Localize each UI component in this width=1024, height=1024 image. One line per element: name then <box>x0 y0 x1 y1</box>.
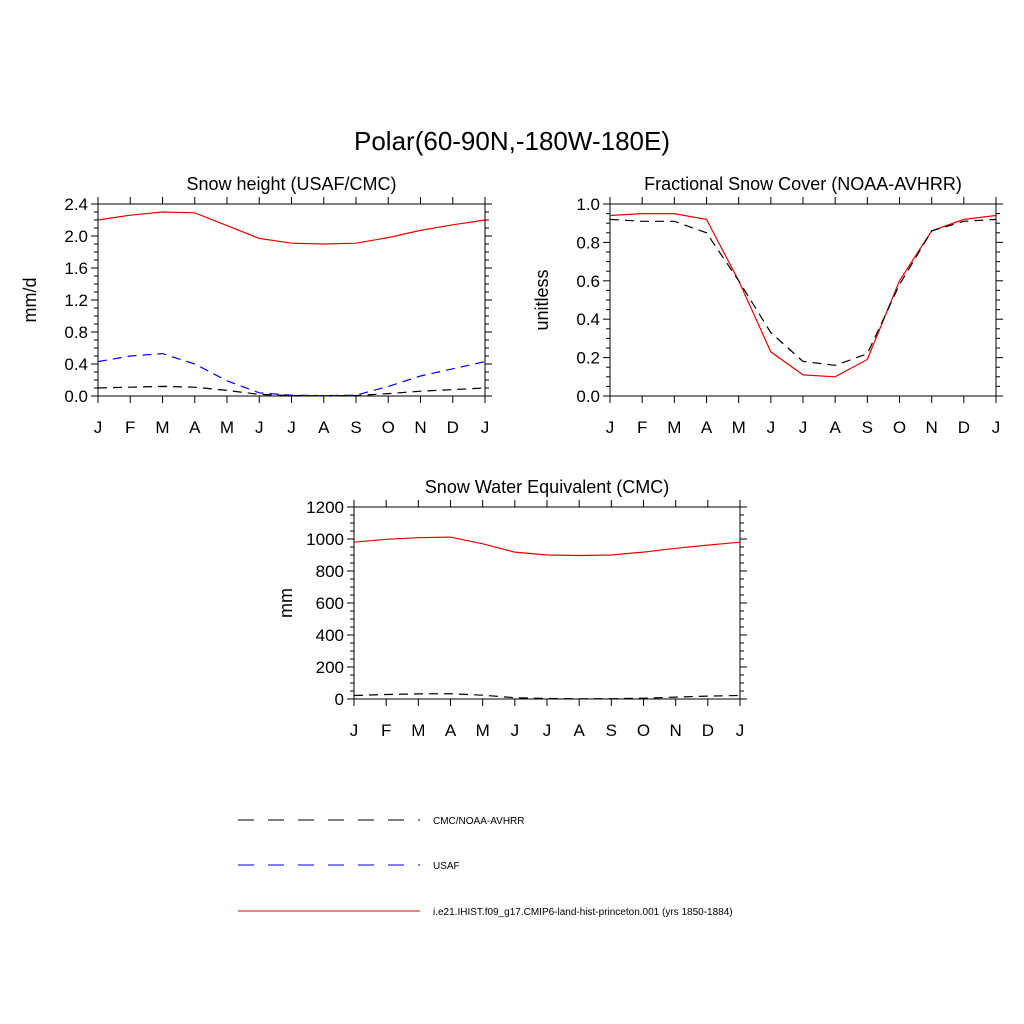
x-tick-label: A <box>445 721 457 740</box>
x-tick-label: J <box>543 721 552 740</box>
series-line-2 <box>97 385 486 397</box>
x-tick-label: D <box>958 418 970 437</box>
y-tick-label: 0.8 <box>64 323 88 342</box>
panel-title: Fractional Snow Cover (NOAA-AVHRR) <box>644 174 962 194</box>
x-tick-label: M <box>220 418 234 437</box>
x-tick-label: J <box>287 418 296 437</box>
x-tick-label: F <box>125 418 135 437</box>
x-tick-label: O <box>382 418 395 437</box>
series-line-0 <box>353 536 741 557</box>
x-tick-label: J <box>767 418 776 437</box>
y-tick-label: 0.0 <box>576 387 600 406</box>
x-tick-label: J <box>992 418 1001 437</box>
x-tick-label: A <box>829 418 841 437</box>
y-tick-label: 0.4 <box>64 355 88 374</box>
y-tick-label: 400 <box>316 626 344 645</box>
x-tick-label: O <box>893 418 906 437</box>
legend-label: USAF <box>433 861 460 872</box>
y-tick-label: 1000 <box>306 530 344 549</box>
x-tick-label: J <box>511 721 520 740</box>
y-axis-label: unitless <box>532 269 552 330</box>
x-tick-label: A <box>701 418 713 437</box>
legend-item-model: i.e21.IHIST.f09_g17.CMIP6-land-hist-prin… <box>238 907 733 918</box>
x-tick-label: N <box>414 418 426 437</box>
series-line-0 <box>97 211 486 245</box>
x-tick-label: J <box>799 418 808 437</box>
legend: CMC/NOAA-AVHRR USAF i.e21.IHIST.f09_g17.… <box>238 816 733 918</box>
legend-item-obs: CMC/NOAA-AVHRR <box>238 816 524 827</box>
panel-snow-height: Snow height (USAF/CMC) mm/d 0.0 0.4 0.8 1.2… <box>20 174 492 437</box>
figure-title: Polar(60-90N,-180W-180E) <box>354 126 670 156</box>
x-tick-label: A <box>573 721 585 740</box>
y-tick-label: 0.8 <box>576 233 600 252</box>
x-tick-label: J <box>736 721 745 740</box>
y-tick-label: 600 <box>316 594 344 613</box>
x-tick-label: D <box>447 418 459 437</box>
plot-frame <box>353 506 741 700</box>
series-line-1 <box>609 218 997 366</box>
x-tick-label: A <box>318 418 330 437</box>
x-tick-label: M <box>476 721 490 740</box>
x-tick-label: M <box>155 418 169 437</box>
y-tick-label: 2.0 <box>64 227 88 246</box>
y-axis-label: mm/d <box>20 278 40 323</box>
legend-label: CMC/NOAA-AVHRR <box>433 816 524 827</box>
plot-frame <box>609 203 997 397</box>
x-tick-label: F <box>637 418 647 437</box>
series-line-0 <box>609 213 997 378</box>
x-tick-label: F <box>381 721 391 740</box>
y-tick-label: 200 <box>316 658 344 677</box>
x-tick-label: S <box>606 721 617 740</box>
x-tick-label: J <box>350 721 359 740</box>
y-tick-label: 0.2 <box>576 349 600 368</box>
series-line-1 <box>97 352 486 397</box>
y-tick-label: 0.0 <box>64 387 88 406</box>
series-line-1 <box>353 693 741 700</box>
y-tick-label: 0.6 <box>576 272 600 291</box>
y-tick-label: 1200 <box>306 498 344 517</box>
y-tick-label: 0 <box>335 690 344 709</box>
x-tick-label: J <box>481 418 490 437</box>
x-tick-label: J <box>255 418 264 437</box>
x-tick-label: M <box>411 721 425 740</box>
x-tick-label: J <box>94 418 103 437</box>
x-tick-label: M <box>667 418 681 437</box>
x-tick-label: J <box>606 418 615 437</box>
y-tick-label: 800 <box>316 562 344 581</box>
panel-title: Snow height (USAF/CMC) <box>186 174 396 194</box>
x-tick-label: M <box>732 418 746 437</box>
x-tick-label: A <box>189 418 201 437</box>
x-tick-label: S <box>862 418 873 437</box>
legend-label: i.e21.IHIST.f09_g17.CMIP6-land-hist-prin… <box>433 907 733 918</box>
y-tick-label: 0.4 <box>576 310 600 329</box>
x-tick-label: O <box>637 721 650 740</box>
legend-item-usaf: USAF <box>238 861 460 872</box>
plot-frame <box>97 203 486 397</box>
panel-title: Snow Water Equivalent (CMC) <box>425 477 669 497</box>
y-tick-label: 2.4 <box>64 195 88 214</box>
panel-fractional-snow-cover: Fractional Snow Cover (NOAA-AVHRR) unitl… <box>532 174 1003 437</box>
x-tick-label: N <box>926 418 938 437</box>
y-axis-label: mm <box>276 588 296 618</box>
y-tick-label: 1.2 <box>64 291 88 310</box>
x-tick-label: D <box>702 721 714 740</box>
x-tick-label: S <box>350 418 361 437</box>
y-tick-label: 1.6 <box>64 259 88 278</box>
y-tick-label: 1.0 <box>576 195 600 214</box>
x-tick-label: N <box>670 721 682 740</box>
panel-snow-water-equivalent: Snow Water Equivalent (CMC) mm 0 200 400 60… <box>276 477 747 740</box>
